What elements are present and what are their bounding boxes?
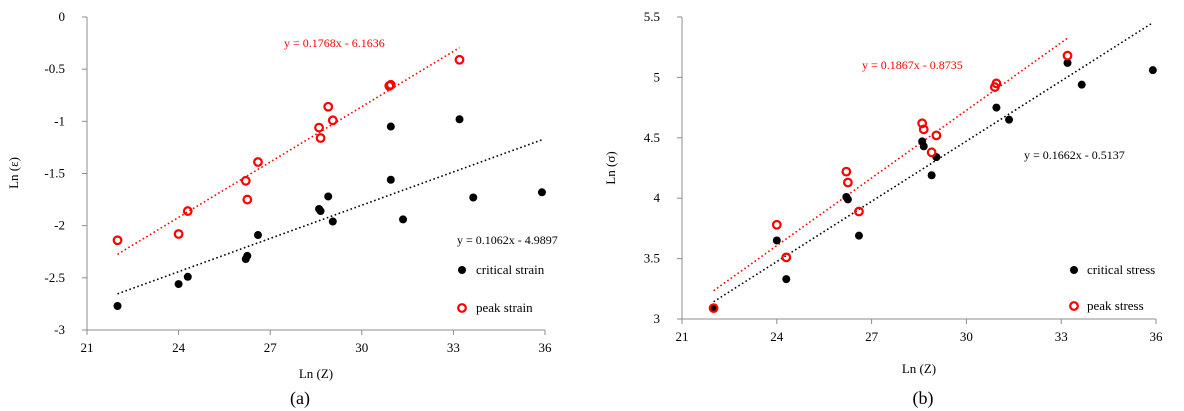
data-point-peak-stress [771, 219, 782, 230]
data-point-peak-stress [843, 177, 853, 188]
data-point-peak-strain [173, 229, 184, 239]
data-point-critical-strain [386, 122, 395, 131]
data-point-peak-strain [327, 115, 338, 126]
data-point-critical-strain [455, 115, 464, 124]
y-tick-label: 5.5 [644, 9, 660, 24]
data-point-critical-stress [1005, 115, 1014, 124]
trendline-equation: y = 0.1768x - 6.1636 [284, 36, 385, 50]
data-point-critical-strain [386, 175, 395, 184]
data-point-peak-stress [708, 303, 719, 314]
data-point-critical-stress [709, 304, 718, 313]
data-point-peak-stress [918, 124, 929, 135]
data-point-peak-strain [242, 194, 253, 205]
x-axis-label: Ln (Z) [902, 361, 936, 376]
legend-label: peak stress [1087, 298, 1144, 313]
data-point-critical-stress [854, 231, 863, 240]
y-axis-label: Ln (σ) [603, 151, 618, 184]
data-point-critical-stress [843, 195, 852, 204]
data-point-critical-strain [243, 251, 252, 260]
x-tick-label: 21 [81, 340, 94, 355]
x-tick-label: 36 [539, 340, 553, 355]
x-tick-label: 33 [1055, 329, 1068, 344]
data-point-critical-stress [782, 275, 791, 284]
data-point-critical-stress [919, 142, 928, 151]
legend-marker [458, 266, 466, 274]
data-point-peak-strain [182, 206, 193, 216]
data-point-peak-strain [112, 235, 123, 246]
data-point-critical-strain [174, 280, 183, 289]
data-point-critical-stress [927, 171, 936, 180]
data-point-critical-stress [1077, 80, 1086, 89]
data-point-critical-stress [772, 236, 781, 245]
trendline-peak-stress [713, 37, 1068, 292]
data-point-peak-strain [315, 133, 326, 143]
x-tick-label: 36 [1150, 329, 1164, 344]
data-point-peak-stress [854, 206, 864, 217]
y-tick-label: 5 [654, 69, 661, 84]
data-point-peak-stress [841, 166, 852, 177]
y-tick-label: 0 [59, 9, 66, 24]
data-point-peak-strain [385, 79, 396, 90]
x-tick-label: 30 [355, 340, 368, 355]
trendline-equation: y = 0.1662x - 0.5137 [1024, 148, 1125, 162]
data-point-peak-strain [253, 157, 263, 167]
data-point-critical-strain [469, 193, 478, 202]
y-tick-label: 3 [654, 311, 661, 326]
y-tick-label: 3.5 [644, 251, 660, 266]
x-tick-label: 33 [447, 340, 460, 355]
data-point-peak-stress [1062, 50, 1073, 61]
y-tick-label: -1 [54, 113, 65, 128]
data-point-critical-strain [316, 207, 325, 216]
y-tick-label: -2 [54, 218, 65, 233]
data-point-peak-strain [454, 54, 465, 65]
chart-panel-b: 21 24 27 30 33 36 3 3.5 4 4.5 5 5.5 Ln (Z) Ln (σ) y = … [603, 9, 1163, 409]
y-tick-label: -1.5 [44, 166, 65, 181]
legend-label: critical stress [1087, 262, 1155, 277]
data-point-peak-strain [240, 175, 251, 186]
data-point-critical-strain [328, 217, 337, 226]
data-point-peak-stress [917, 118, 928, 129]
y-tick-label: 4 [654, 190, 661, 205]
data-point-peak-stress [931, 130, 942, 141]
x-tick-label: 24 [172, 340, 186, 355]
y-tick-label: 4.5 [644, 130, 660, 145]
y-tick-label: -3 [54, 322, 65, 337]
y-tick-label: -2.5 [44, 270, 65, 285]
x-tick-label: 24 [770, 329, 784, 344]
data-point-peak-strain [314, 122, 324, 133]
data-point-critical-strain [537, 188, 546, 197]
data-point-peak-stress [781, 252, 792, 263]
trendline-equation: y = 0.1867x - 0.8735 [862, 58, 963, 72]
x-tick-label: 30 [960, 329, 973, 344]
chart-panel-a: 21 24 27 30 33 36 0 -0.5 -1 -1.5 -2 -2.5 -3 Ln (Z) Ln … [6, 9, 558, 409]
legend-marker [457, 303, 467, 313]
data-point-critical-strain [253, 231, 262, 240]
y-axis-label: Ln (ε) [6, 157, 21, 189]
trendline-equation: y = 0.1062x - 4.9897 [457, 233, 558, 247]
figure-caption: (b) [913, 388, 934, 409]
data-point-critical-stress [1148, 66, 1157, 75]
legend-label: critical strain [476, 262, 545, 277]
x-tick-label: 27 [264, 340, 278, 355]
y-tick-label: -0.5 [44, 61, 65, 76]
data-point-critical-strain [324, 192, 333, 201]
legend-marker [1070, 266, 1078, 274]
data-point-critical-strain [113, 302, 122, 311]
x-axis-label: Ln (Z) [299, 366, 333, 381]
legend-label: peak strain [476, 300, 533, 315]
data-point-critical-strain [399, 215, 408, 224]
x-tick-label: 27 [865, 329, 879, 344]
x-tick-label: 21 [676, 329, 689, 344]
data-point-peak-stress [991, 78, 1002, 89]
data-point-peak-stress [926, 147, 937, 158]
data-point-critical-strain [183, 272, 192, 281]
data-point-critical-stress [992, 103, 1001, 112]
legend-marker [1069, 301, 1079, 311]
data-point-critical-stress [1063, 58, 1072, 67]
trendline-peak-strain [117, 46, 460, 255]
figure-caption: (a) [290, 388, 310, 409]
trendline-critical-stress [713, 22, 1154, 303]
data-point-peak-strain [323, 101, 334, 112]
